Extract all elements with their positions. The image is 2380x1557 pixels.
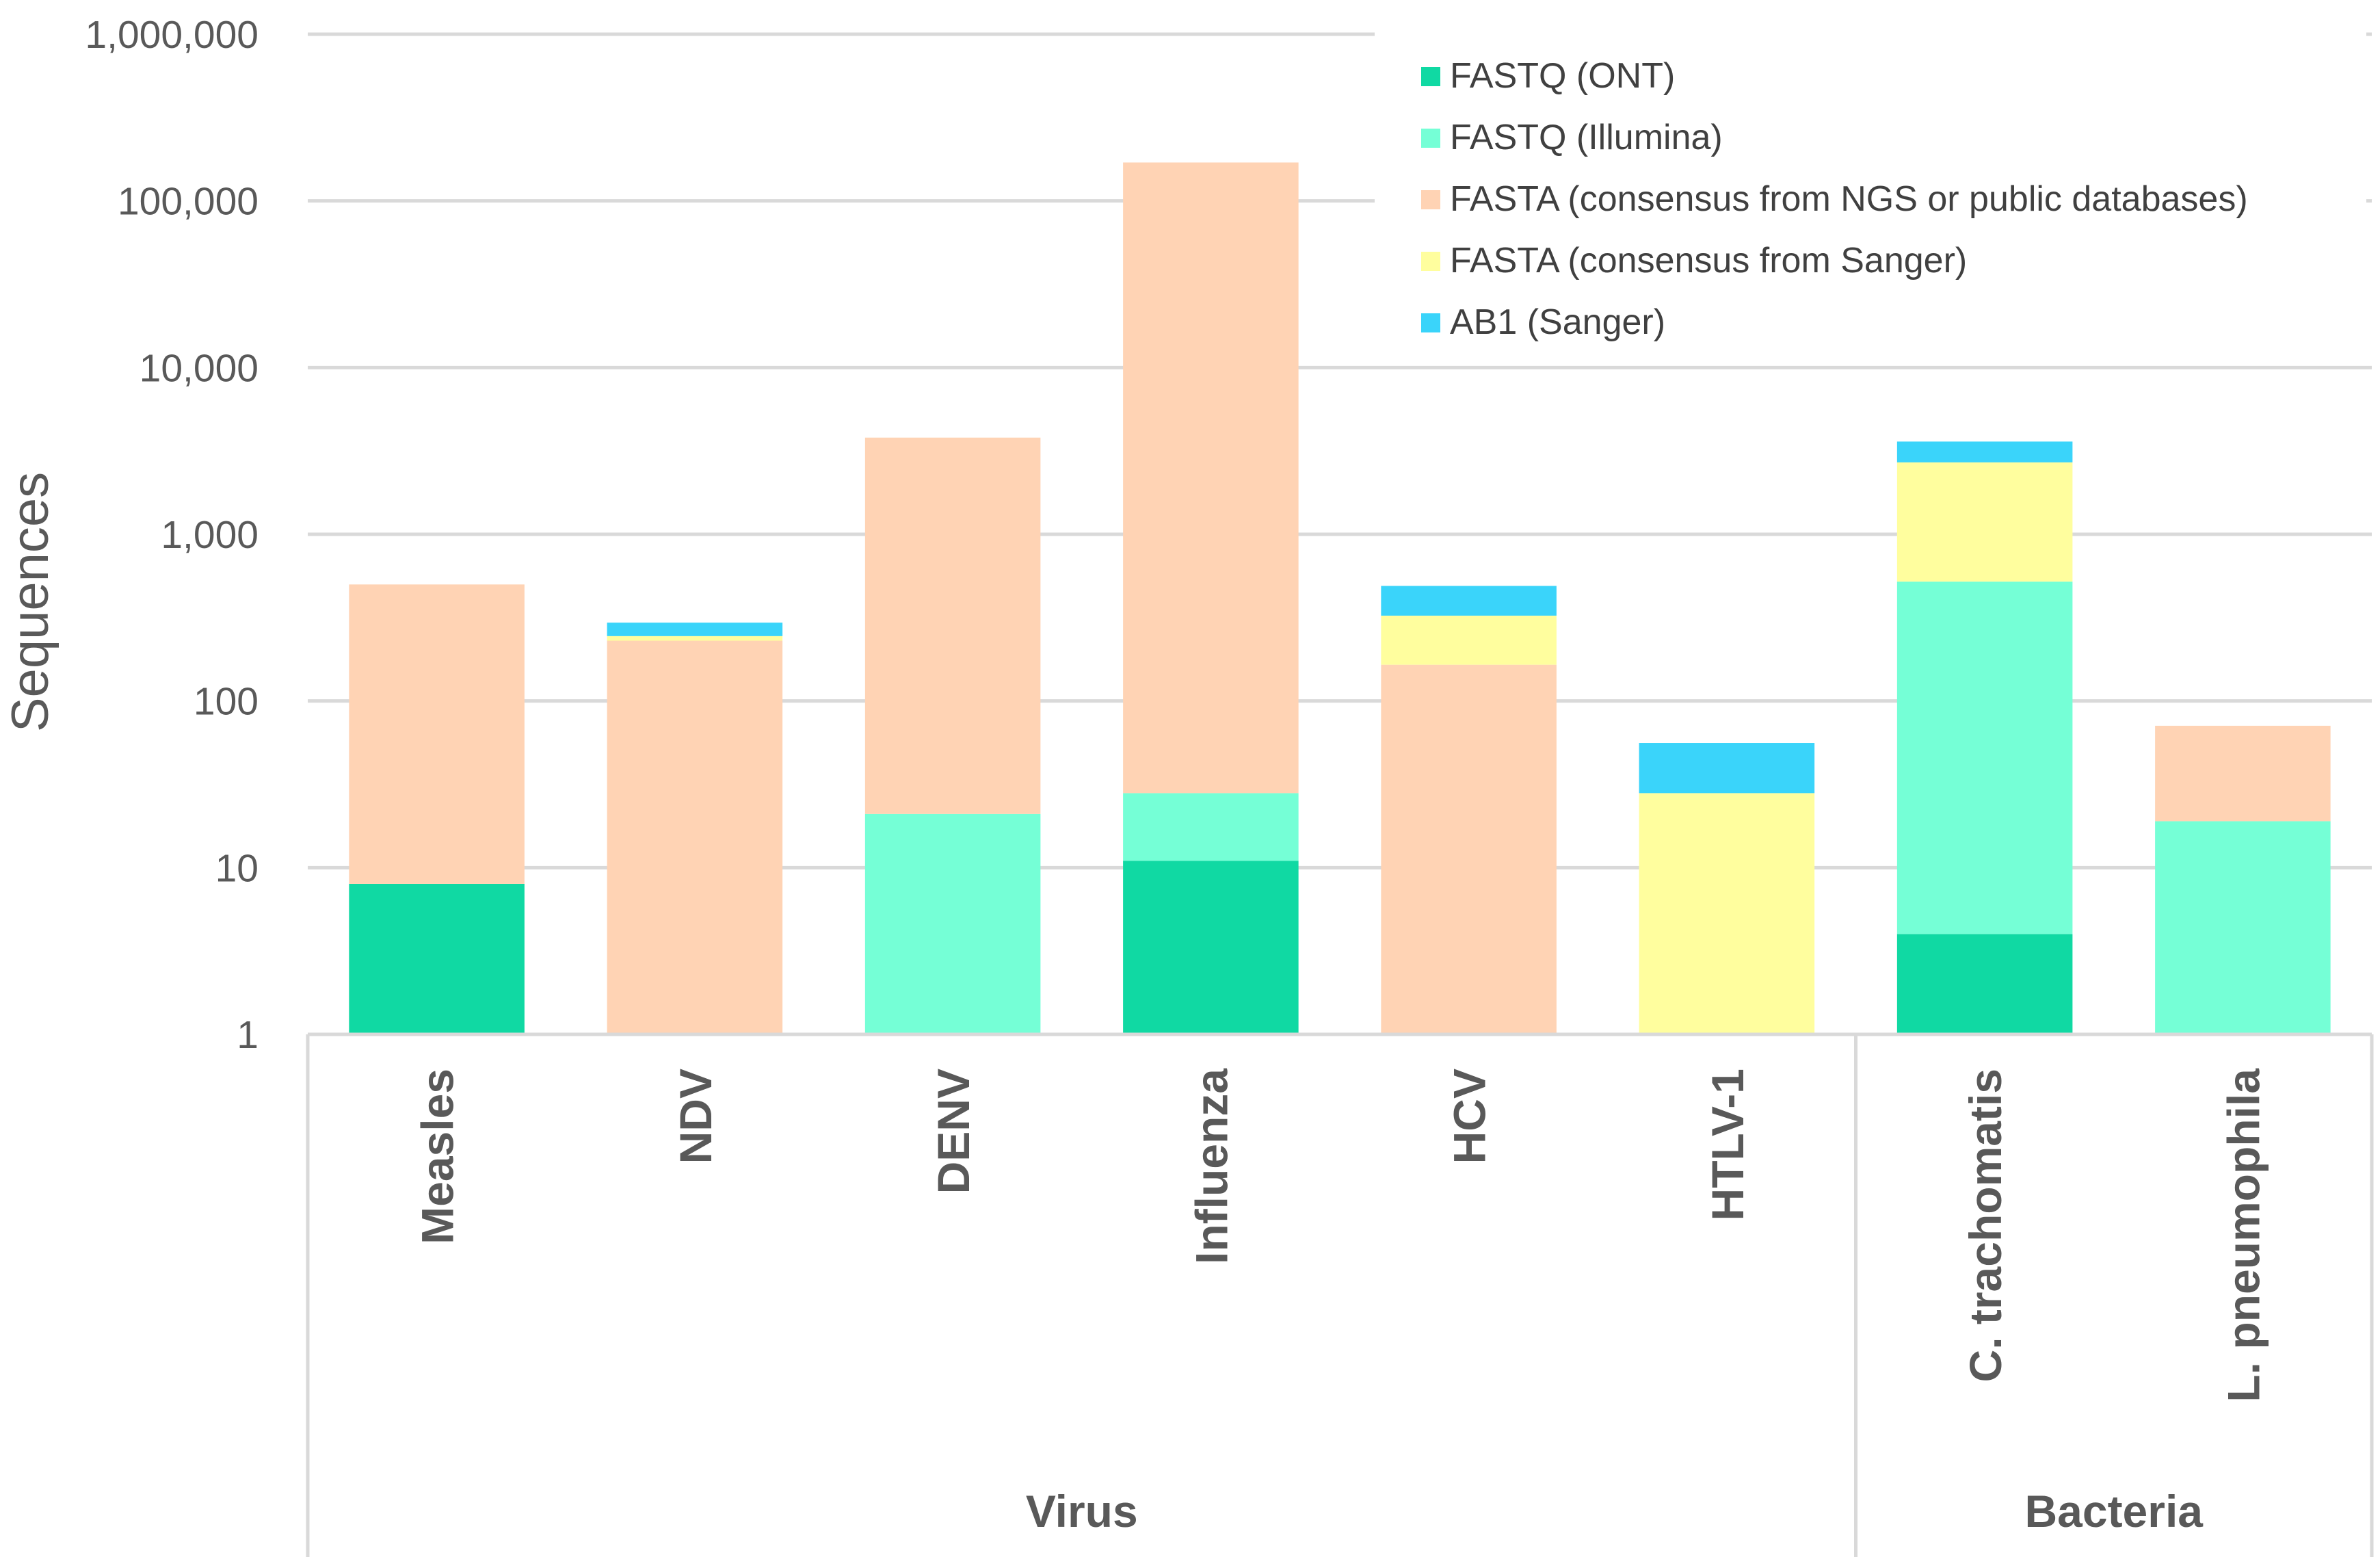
bar-influenza-fastq-ont [1123,861,1299,1034]
legend-background [1375,27,2366,342]
category-label-measles: Measles [412,1069,463,1244]
bar-c-trachomatis-fastq-illumina [1896,581,2073,934]
bar-l-pneumophila-fastq-illumina [2155,821,2331,1034]
legend: FASTQ (ONT) FASTQ (Illumina) FASTA (consen… [1375,27,2366,342]
bar-influenza-fasta-consensus-from-ngs-or-public-databases [1123,162,1299,794]
legend-swatch-fasta-consensus-from-ngs-or-public-databases [1421,190,1440,209]
bar-denv-fastq-illumina [864,813,1041,1034]
bar-denv-fasta-consensus-from-ngs-or-public-databases [864,437,1041,814]
legend-swatch-fastq-illumina [1421,129,1440,148]
bar-htlv-1-ab1-sanger [1639,743,1815,794]
category-label-c-trachomatis: C. trachomatis [1960,1069,2011,1382]
y-tick-label: 10 [215,846,259,890]
y-axis-title: Sequences [1,472,60,732]
bar-ndv-ab1-sanger [607,623,783,636]
bar-ndv-fasta-consensus-from-sanger [607,636,783,641]
category-label-htlv-1: HTLV-1 [1702,1069,1753,1220]
y-tick-label: 1,000,000 [85,13,259,57]
bar-htlv-1-fasta-consensus-from-sanger [1639,793,1815,1034]
y-tick-labels: 1 10 100 1,000 10,000 100,000 1,000,000 [85,13,259,1057]
bars [349,162,2331,1034]
y-tick-label: 100,000 [118,180,259,224]
bar-hcv-fasta-consensus-from-sanger [1381,615,1557,665]
legend-label-fasta-consensus-from-sanger: FASTA (consensus from Sanger) [1450,241,1967,280]
bar-ndv-fasta-consensus-from-ngs-or-public-databases [607,640,783,1034]
y-tick-label: 10,000 [140,346,259,390]
bar-hcv-ab1-sanger [1381,586,1557,616]
legend-swatch-fasta-consensus-from-sanger [1421,252,1440,271]
axes [306,1032,2374,1557]
group-labels: Virus Bacteria [1026,1486,2204,1536]
y-tick-label: 1,000 [161,513,259,557]
legend-label-fasta-consensus-from-ngs-or-public-databases: FASTA (consensus from NGS or public data… [1450,179,2248,219]
legend-swatch-ab1-sanger [1421,313,1440,332]
bar-l-pneumophila-fasta-consensus-from-ngs-or-public-databases [2155,725,2331,822]
bar-measles-fasta-consensus-from-ngs-or-public-databases [349,584,525,884]
y-tick-label: 1 [237,1013,259,1057]
category-label-l-pneumophila: L. pneumophila [2218,1068,2269,1402]
y-tick-label: 100 [194,680,259,724]
category-label-ndv: NDV [670,1069,721,1164]
bar-c-trachomatis-fastq-ont [1896,934,2073,1034]
bar-measles-fastq-ont [349,883,525,1034]
bar-c-trachomatis-fasta-consensus-from-sanger [1896,462,2073,582]
category-label-denv: DENV [928,1069,979,1194]
category-labels: Measles NDV DENV Influenza HCV HTLV-1 C. trach… [412,1068,2269,1402]
bar-influenza-fastq-illumina [1123,793,1299,861]
group-label-virus: Virus [1026,1486,1138,1536]
legend-label-ab1-sanger: AB1 (Sanger) [1450,302,1665,342]
legend-swatch-fastq-ont [1421,67,1440,86]
category-label-hcv: HCV [1444,1069,1495,1164]
legend-label-fastq-illumina: FASTQ (Illumina) [1450,118,1723,157]
bar-c-trachomatis-ab1-sanger [1896,441,2073,462]
category-label-influenza: Influenza [1186,1068,1237,1264]
group-label-bacteria: Bacteria [2025,1486,2204,1536]
legend-label-fastq-ont: FASTQ (ONT) [1450,56,1675,96]
bar-hcv-fasta-consensus-from-ngs-or-public-databases [1381,664,1557,1034]
